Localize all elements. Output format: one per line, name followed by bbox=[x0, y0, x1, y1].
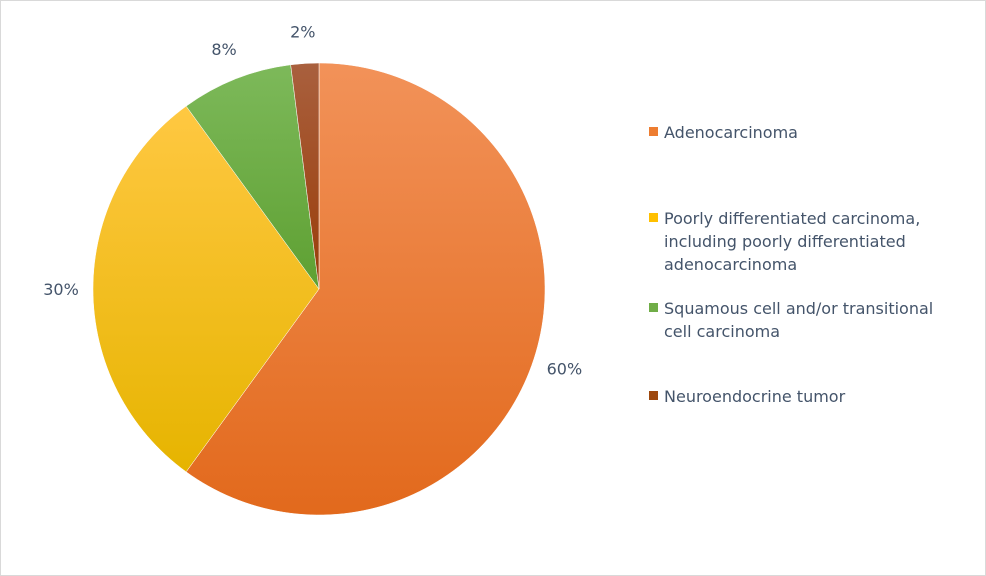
legend-item-neuroendocrine: Neuroendocrine tumor bbox=[649, 385, 964, 408]
data-label: 30% bbox=[43, 280, 79, 299]
pie-slice-4 bbox=[290, 62, 320, 290]
legend-swatch bbox=[649, 213, 658, 222]
legend-swatch bbox=[649, 127, 658, 136]
legend-item-squamous: Squamous cell and/or transitional cell c… bbox=[649, 297, 964, 343]
legend-swatch bbox=[649, 303, 658, 312]
legend-label: Squamous cell and/or transitional cell c… bbox=[664, 299, 934, 341]
pie-slice-1 bbox=[185, 62, 546, 516]
legend-label: Neuroendocrine tumor bbox=[664, 387, 846, 406]
data-label: 8% bbox=[211, 40, 236, 59]
pie-slice-2 bbox=[92, 105, 320, 473]
legend-item-adenocarcinoma: Adenocarcinoma bbox=[649, 121, 964, 144]
legend-swatch bbox=[649, 391, 658, 400]
legend-label: Adenocarcinoma bbox=[664, 123, 798, 142]
data-label: 60% bbox=[547, 360, 583, 379]
pie-slice-3 bbox=[185, 64, 320, 290]
data-label: 2% bbox=[290, 23, 315, 42]
legend-item-poorly-differentiated: Poorly differentiated carcinoma, includi… bbox=[649, 207, 964, 276]
legend-label: Poorly differentiated carcinoma, includi… bbox=[664, 209, 921, 274]
